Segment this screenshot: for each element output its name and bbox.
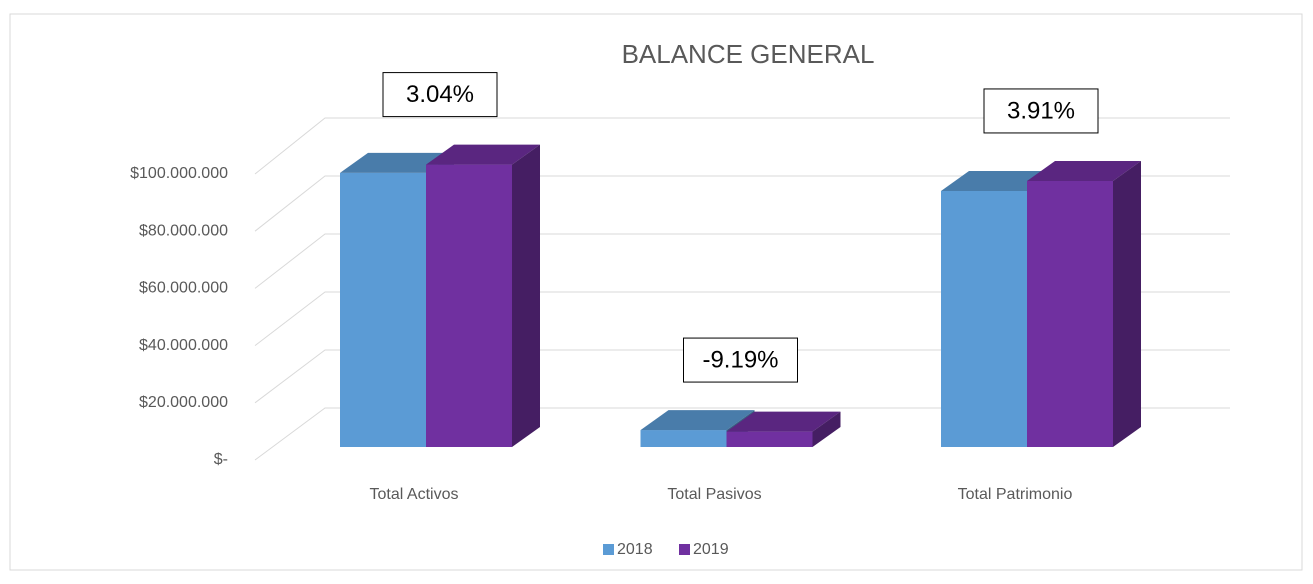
grid-line	[254, 291, 1230, 346]
grid-line	[254, 233, 1230, 289]
annotation-box	[382, 72, 498, 118]
x-tick-label: Total Activos	[370, 486, 459, 503]
legend-label: 2018	[617, 541, 653, 558]
bar-side	[512, 144, 540, 448]
bar-side	[1113, 160, 1141, 448]
bar-front	[340, 172, 426, 448]
y-tick-label: $40.000.000	[139, 337, 228, 354]
bar-front	[640, 430, 727, 447]
legend-swatch	[679, 544, 690, 555]
bar-front	[426, 164, 512, 448]
bar-top	[640, 410, 755, 431]
bar-top	[1027, 160, 1141, 181]
chart-title: BALANCE GENERAL	[622, 39, 875, 69]
y-tick-label: $100.000.000	[130, 165, 228, 182]
annotation-box	[983, 88, 1099, 134]
annotation: 3.91%	[1007, 97, 1075, 124]
bar-top	[340, 152, 454, 173]
y-tick-label: $20.000.000	[139, 394, 228, 411]
legend-label: 2019	[693, 541, 729, 558]
bar-top	[941, 170, 1055, 191]
grid-line	[254, 407, 1230, 461]
bar-front	[1027, 180, 1113, 448]
grid-line	[254, 117, 1230, 175]
grid-line	[254, 349, 1230, 404]
x-tick-label: Total Patrimonio	[958, 486, 1073, 503]
y-tick-label: $60.000.000	[139, 280, 228, 297]
bar-side	[812, 411, 841, 447]
x-tick-label: Total Pasivos	[667, 486, 761, 503]
annotation: -9.19%	[702, 346, 778, 373]
bar-front	[941, 190, 1027, 447]
annotation-box	[683, 337, 798, 383]
y-tick-label: $80.000.000	[139, 222, 228, 239]
grid-line	[254, 175, 1230, 232]
bar-top	[726, 411, 841, 432]
annotation: 3.04%	[406, 81, 474, 108]
y-tick-label: $-	[214, 451, 228, 468]
legend-swatch	[603, 544, 614, 555]
bar-front	[726, 431, 813, 447]
bar-top	[426, 144, 540, 165]
